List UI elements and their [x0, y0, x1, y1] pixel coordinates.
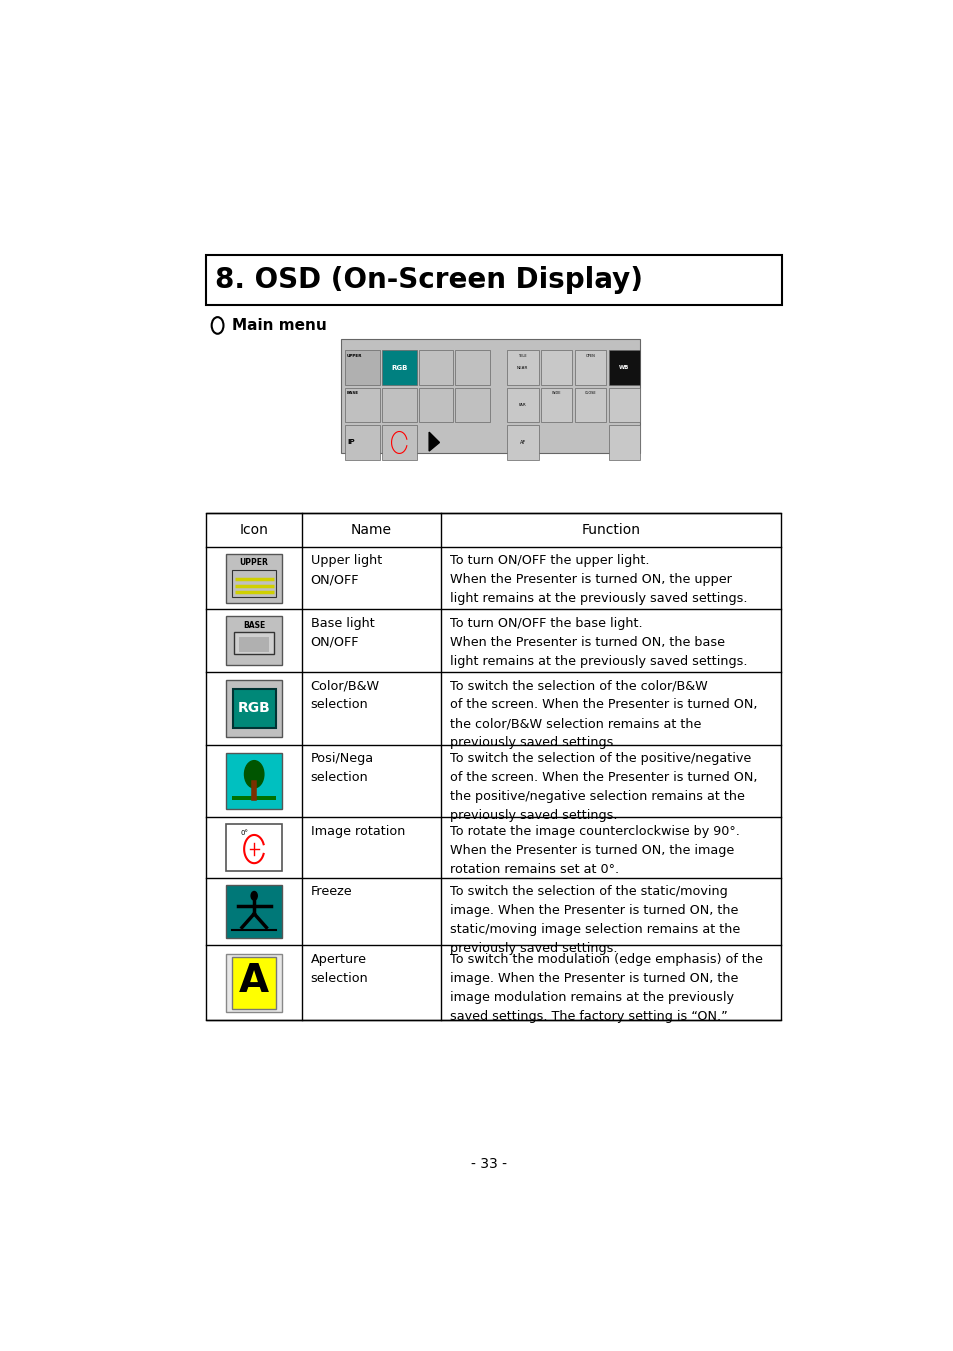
Text: To switch the selection of the positive/negative
of the screen. When the Present: To switch the selection of the positive/… [449, 753, 757, 821]
Text: A: A [239, 962, 269, 1000]
Text: UPPER: UPPER [347, 354, 362, 358]
Text: RGB: RGB [391, 365, 407, 370]
Bar [232, 796, 276, 800]
Text: 8. OSD (On-Screen Display): 8. OSD (On-Screen Display) [215, 266, 642, 293]
Bar [226, 554, 281, 603]
Text: CLOSE: CLOSE [584, 390, 596, 394]
Bar [574, 388, 606, 422]
Bar [226, 824, 281, 871]
Bar [540, 388, 572, 422]
Text: IP: IP [347, 439, 355, 446]
Text: WIDE: WIDE [551, 390, 560, 394]
Text: FAR: FAR [518, 403, 526, 407]
Bar [608, 426, 639, 459]
Bar [234, 632, 274, 654]
Bar [382, 388, 416, 422]
Bar [418, 388, 453, 422]
Text: Color/B&W
selection: Color/B&W selection [311, 680, 379, 711]
Text: Main menu: Main menu [233, 317, 327, 332]
Bar [382, 426, 416, 459]
Bar [226, 954, 281, 1012]
Text: To turn ON/OFF the upper light.
When the Presenter is turned ON, the upper
light: To turn ON/OFF the upper light. When the… [449, 554, 746, 605]
Bar [206, 255, 781, 304]
Text: OPEN: OPEN [585, 354, 595, 358]
Text: Freeze: Freeze [311, 885, 352, 898]
Circle shape [251, 892, 257, 900]
Text: Base light
ON/OFF: Base light ON/OFF [311, 616, 375, 648]
Text: To rotate the image counterclockwise by 90°.
When the Presenter is turned ON, th: To rotate the image counterclockwise by … [449, 824, 739, 875]
Bar [226, 753, 281, 809]
Bar [506, 388, 538, 422]
Text: 0°: 0° [240, 830, 248, 836]
Text: BASE: BASE [347, 390, 358, 394]
Text: To switch the selection of the static/moving
image. When the Presenter is turned: To switch the selection of the static/mo… [449, 885, 740, 955]
Polygon shape [429, 432, 439, 451]
Bar [608, 388, 639, 422]
Text: TELE: TELE [517, 354, 526, 358]
Text: Image rotation: Image rotation [311, 824, 405, 838]
Text: To turn ON/OFF the base light.
When the Presenter is turned ON, the base
light r: To turn ON/OFF the base light. When the … [449, 616, 746, 667]
Bar [232, 958, 276, 1009]
Bar [345, 350, 379, 385]
Text: BASE: BASE [243, 620, 265, 630]
Text: UPPER: UPPER [239, 558, 269, 567]
Bar [345, 426, 379, 459]
Text: Aperture
selection: Aperture selection [311, 952, 368, 985]
Bar [345, 388, 379, 422]
Text: Posi/Nega
selection: Posi/Nega selection [311, 753, 374, 784]
Bar [455, 388, 490, 422]
Text: To switch the selection of the color/B&W
of the screen. When the Presenter is tu: To switch the selection of the color/B&W… [449, 680, 757, 750]
Text: WB: WB [618, 365, 629, 370]
Bar [226, 885, 281, 938]
Bar [574, 350, 606, 385]
Text: AF: AF [519, 440, 525, 444]
Text: Name: Name [351, 523, 392, 536]
Bar [341, 339, 639, 454]
Bar [455, 350, 490, 385]
Bar [226, 616, 281, 665]
Bar [206, 512, 781, 1020]
Bar [226, 680, 281, 736]
Bar [506, 426, 538, 459]
Text: - 33 -: - 33 - [471, 1156, 506, 1171]
Text: To switch the modulation (edge emphasis) of the
image. When the Presenter is tur: To switch the modulation (edge emphasis)… [449, 952, 761, 1023]
Bar [418, 350, 453, 385]
Bar [239, 638, 269, 651]
Bar [232, 570, 276, 597]
Circle shape [244, 761, 264, 788]
Bar [233, 689, 275, 728]
Bar [382, 350, 416, 385]
Text: RGB: RGB [237, 701, 271, 715]
Text: Icon: Icon [239, 523, 269, 536]
Bar [540, 350, 572, 385]
Bar [506, 350, 538, 385]
Text: Upper light
ON/OFF: Upper light ON/OFF [311, 554, 381, 586]
Bar [608, 350, 639, 385]
Text: Function: Function [580, 523, 639, 536]
Text: NEAR: NEAR [517, 366, 528, 370]
